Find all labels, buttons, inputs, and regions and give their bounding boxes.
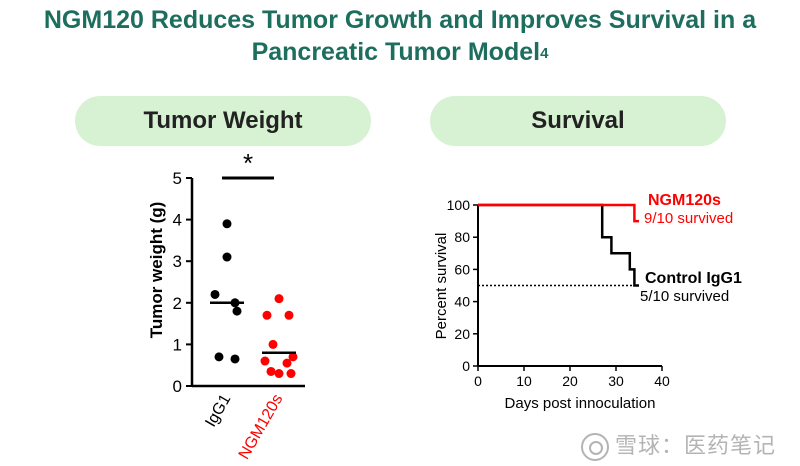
title-line-2-text: Pancreatic Tumor Model	[251, 38, 541, 66]
survival-x-axis-label: Days post innoculation	[505, 395, 656, 412]
tumor-data-point	[266, 366, 276, 376]
survival-x-tick-label: 30	[608, 373, 624, 389]
survival-y-tick-label: 80	[454, 229, 470, 245]
survival-y-tick-label: 0	[462, 358, 470, 374]
tumor-data-point	[274, 294, 284, 304]
tumor-y-tick-label: 2	[173, 294, 182, 313]
tumor-data-point	[262, 310, 272, 320]
survival-y-axis-label: Percent survival	[433, 233, 450, 340]
tumor-y-tick-label: 0	[173, 377, 182, 396]
tumor-data-point	[210, 289, 220, 299]
tumor-group-label: IgG1	[202, 391, 234, 430]
tumor-data-point	[286, 369, 296, 379]
tumor-y-tick-label: 1	[173, 335, 182, 354]
tumor-y-axis-label: Tumor weight (g)	[147, 202, 166, 339]
tumor-data-point	[288, 352, 298, 362]
tumor-group-label: NGM120s	[236, 392, 287, 463]
survival-header: Survival	[430, 96, 726, 146]
tumor-data-point	[268, 339, 278, 349]
survival-x-tick-label: 10	[516, 373, 532, 389]
title-superscript: 4	[540, 45, 549, 62]
survival-annotation: 9/10 survived	[644, 210, 733, 227]
tumor-data-point	[222, 252, 232, 262]
tumor-data-point	[222, 219, 232, 229]
tumor-data-point	[232, 306, 242, 316]
tumor-data-point	[282, 358, 292, 368]
tumor-data-point	[260, 356, 270, 366]
watermark-logo-icon	[580, 433, 609, 462]
survival-x-tick-label: 0	[474, 373, 482, 389]
watermark-text: 雪球：医药笔记	[614, 433, 776, 458]
significance-star: *	[243, 148, 253, 178]
survival-series-label: Control IgG1	[645, 270, 742, 287]
title-line-2: Pancreatic Tumor Model4	[0, 36, 800, 68]
tumor-data-point	[274, 369, 284, 379]
tumor-weight-header: Tumor Weight	[75, 96, 371, 146]
survival-series-line	[478, 203, 639, 287]
survival-annotation: 5/10 survived	[640, 288, 729, 305]
survival-y-tick-label: 20	[454, 326, 470, 342]
tumor-y-tick-label: 3	[173, 252, 182, 271]
survival-series-label: NGM120s	[648, 192, 721, 209]
survival-y-tick-label: 60	[454, 261, 470, 277]
tumor-data-point	[214, 352, 224, 362]
survival-x-tick-label: 40	[654, 373, 670, 389]
watermark: 雪球：医药笔记	[580, 428, 776, 462]
survival-y-tick-label: 40	[454, 294, 470, 310]
tumor-y-tick-label: 5	[173, 169, 182, 188]
tumor-y-tick-label: 4	[173, 211, 182, 230]
tumor-data-point	[230, 354, 240, 364]
slide-title: NGM120 Reduces Tumor Growth and Improves…	[0, 4, 800, 68]
survival-y-tick-label: 100	[447, 197, 471, 213]
title-line-1: NGM120 Reduces Tumor Growth and Improves…	[43, 6, 757, 34]
survival-series-line	[478, 203, 639, 223]
survival-x-tick-label: 20	[562, 373, 578, 389]
tumor-data-point	[284, 310, 294, 320]
